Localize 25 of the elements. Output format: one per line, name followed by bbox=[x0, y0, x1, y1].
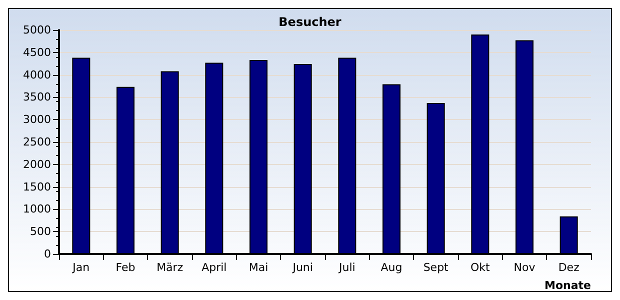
y-tick-label: 3500 bbox=[23, 90, 51, 104]
y-tick-label: 3000 bbox=[23, 113, 51, 126]
x-tick-label: Sept bbox=[423, 261, 450, 274]
y-tick-label: 0 bbox=[44, 248, 51, 260]
y-tick-label: 2500 bbox=[23, 136, 51, 148]
x-tick-label: April bbox=[202, 261, 227, 274]
y-tick-label: 500 bbox=[30, 225, 51, 238]
chart-title: Besucher bbox=[278, 15, 342, 29]
y-tick-label: 2000 bbox=[23, 158, 51, 171]
x-tick-label: Mai bbox=[248, 261, 268, 274]
x-tick-label: Jan bbox=[72, 261, 90, 274]
x-tick-label: Dez bbox=[558, 261, 580, 274]
y-tick-label: 4500 bbox=[23, 46, 51, 59]
y-tick-label: 4000 bbox=[23, 68, 51, 82]
x-tick-label: Okt bbox=[470, 261, 491, 274]
x-axis-title: Monate bbox=[544, 279, 591, 292]
x-tick-label: Aug bbox=[380, 261, 402, 274]
x-tick-label: Feb bbox=[116, 261, 136, 274]
x-tick-label: Juli bbox=[338, 261, 356, 274]
y-tick-label: 5000 bbox=[23, 24, 51, 36]
x-tick-label: Nov bbox=[514, 261, 536, 274]
y-tick-label: 1500 bbox=[23, 180, 51, 194]
x-tick-label: März bbox=[156, 261, 184, 274]
y-tick-label: 1000 bbox=[23, 202, 51, 216]
x-tick-label: Juni bbox=[292, 261, 313, 274]
